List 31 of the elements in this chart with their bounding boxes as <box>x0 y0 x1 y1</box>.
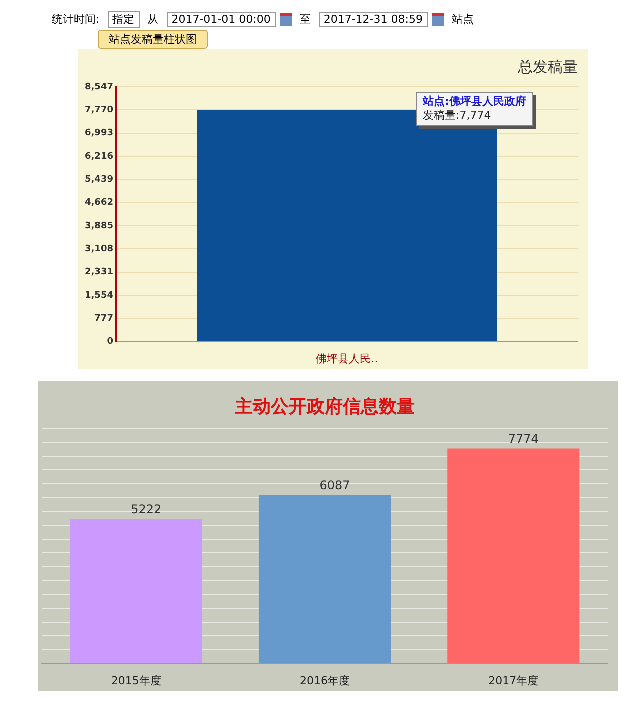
y-tick-label: 3,108 <box>85 244 114 254</box>
text: 站点 <box>448 12 478 26</box>
x-tick-label: 2017年度 <box>488 674 539 688</box>
y-tick-label: 6,993 <box>85 128 114 139</box>
x-tick-label: 2016年度 <box>300 674 350 688</box>
y-tick-label: 3,885 <box>85 221 114 232</box>
text: 从 <box>144 12 163 26</box>
text: 至 <box>296 12 315 26</box>
annotation: 站点:佛坪县人民政府 <box>423 95 526 109</box>
y-tick-label: 4,662 <box>85 198 114 208</box>
text: 指定 <box>108 10 140 28</box>
chart-title: 主动公开政府信息数量 <box>234 396 415 418</box>
y-tick-label: 5,439 <box>85 175 114 185</box>
text: 2017-01-01 00:00 <box>166 12 276 26</box>
x-tick-label: 佛坪县人民.. <box>316 352 378 366</box>
annotation: 发稿量:7,774 <box>423 109 492 123</box>
x-tick-label: 2015年度 <box>111 674 162 688</box>
text: 2017-12-31 08:59 <box>318 12 428 26</box>
y-tick-label: 777 <box>94 314 114 324</box>
chart-subtitle: 站点发稿量柱状图 <box>98 30 208 49</box>
y-tick-label: 6,216 <box>85 152 114 162</box>
y-tick-label: 7,770 <box>85 106 114 116</box>
data-label: 7774 <box>508 432 539 446</box>
chart-title: 总发稿量 <box>517 58 578 76</box>
text: 统计时间: <box>48 12 104 26</box>
data-label: 6087 <box>320 478 350 492</box>
y-tick-label: 0 <box>107 337 114 348</box>
y-tick-label: 8,547 <box>85 82 114 92</box>
y-tick-label: 1,554 <box>85 290 114 301</box>
data-label: 5222 <box>131 502 162 516</box>
y-tick-label: 2,331 <box>85 268 114 278</box>
